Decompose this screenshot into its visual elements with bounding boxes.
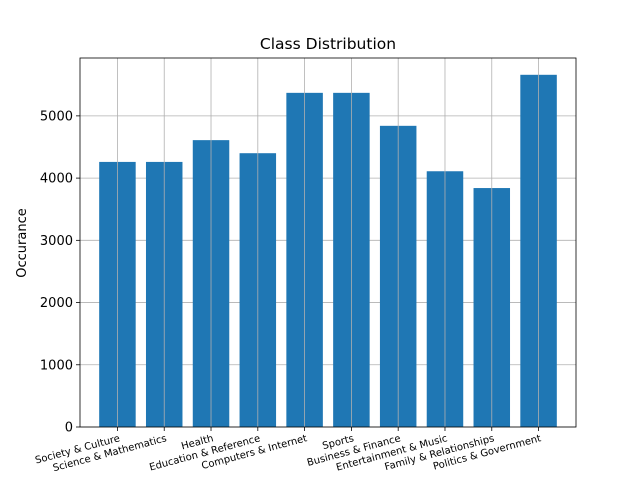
y-axis-ticks: 0 1000 2000 3000 4000 5000 <box>40 109 80 436</box>
y-tick-label: 3000 <box>40 234 73 249</box>
y-tick-label: 5000 <box>40 109 73 124</box>
y-axis-label: Occurance <box>15 208 30 277</box>
y-tick-label: 0 <box>65 421 73 436</box>
y-tick-label: 2000 <box>40 296 73 311</box>
y-tick-label: 1000 <box>40 358 73 373</box>
chart-title: Class Distribution <box>260 35 396 53</box>
y-tick-label: 4000 <box>40 172 73 187</box>
axes-frame <box>79 57 577 428</box>
plot-frame <box>79 57 577 428</box>
